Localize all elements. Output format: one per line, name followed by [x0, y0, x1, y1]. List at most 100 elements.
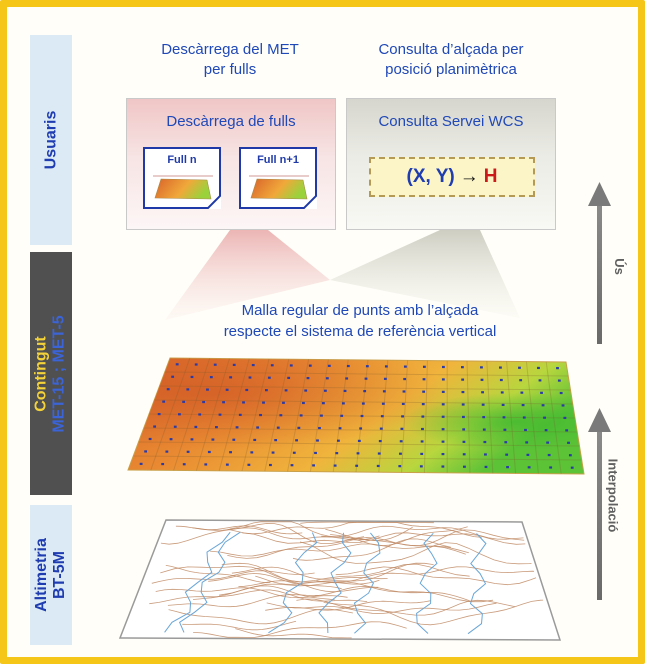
grid-point [186, 450, 190, 453]
grid-point [213, 363, 217, 366]
wcs-card-title: Consulta Servei WCS [378, 113, 524, 130]
grid-point [422, 365, 426, 368]
grid-point [206, 388, 209, 391]
contour-line [221, 562, 434, 583]
wcs-query-box: (X, Y) → H [369, 157, 535, 197]
stream-line [178, 531, 241, 633]
contour-line [160, 523, 365, 545]
grid-point [463, 465, 466, 468]
stream-lines [164, 531, 487, 635]
grid-point [541, 404, 545, 407]
grid-point [302, 401, 305, 405]
grid-point [251, 363, 255, 367]
grid-line [287, 359, 310, 472]
contour-line [296, 598, 515, 616]
grid-point [403, 377, 407, 381]
grid-point [175, 363, 179, 366]
grid-point [462, 453, 466, 456]
grid-point [161, 462, 165, 466]
grid-caption-line2: respecte el sistema de referència vertic… [223, 323, 497, 340]
grid-point [537, 366, 540, 370]
grid-line [401, 360, 409, 473]
grid-point [567, 441, 570, 444]
contour-line [208, 573, 342, 590]
grid-point [522, 416, 526, 419]
grid-point [247, 463, 251, 466]
contour-line [227, 521, 434, 535]
grid-point [441, 378, 445, 381]
grid-point [235, 426, 239, 429]
grid-line [173, 358, 211, 471]
arrow-interpolation-label: Interpolació [605, 458, 621, 533]
grid-point [287, 376, 291, 380]
grid-point [378, 439, 382, 443]
grid-point [482, 428, 486, 431]
grid-line [486, 361, 494, 474]
grid-point [279, 414, 283, 417]
grid-point [484, 465, 488, 469]
grid-point [306, 376, 310, 380]
grid-point [482, 416, 486, 419]
grid-point [297, 426, 301, 429]
contour-line [235, 628, 352, 639]
grid-point [561, 404, 565, 407]
grid-point [484, 453, 487, 456]
grid-point [420, 440, 424, 443]
grid-point [503, 428, 507, 431]
contour-line [323, 599, 544, 626]
grid-point [381, 402, 385, 405]
grid-point [420, 452, 424, 456]
grid-point [248, 376, 252, 379]
contour-line [299, 541, 532, 565]
grid-point [462, 440, 466, 443]
contour-line [335, 566, 537, 586]
grid-point [190, 375, 194, 379]
grid-point [295, 439, 298, 442]
sheet-thumbnail-icon [153, 175, 213, 200]
page-curl-icon [303, 195, 317, 209]
page-curl-icon [207, 195, 221, 209]
grid-point [144, 450, 148, 453]
grid-point [461, 366, 464, 369]
grid-point [538, 379, 542, 382]
contour-line [321, 525, 524, 540]
download-card-title: Descàrrega de fulls [166, 113, 296, 130]
grid-point [527, 466, 531, 469]
grid-point [505, 453, 509, 456]
grid-point [525, 441, 529, 444]
arrow-use-label: Ús [611, 258, 627, 275]
grid-point [190, 438, 194, 441]
grid-point [182, 463, 186, 466]
grid-point [546, 441, 550, 444]
contour-line [151, 570, 315, 584]
grid-point [441, 415, 445, 418]
grid-point [441, 440, 445, 443]
grid-point [242, 401, 245, 404]
grid-point [325, 377, 329, 380]
sheet-thumbnail-icon [249, 175, 309, 200]
grid-point [363, 390, 367, 393]
grid-point [382, 390, 386, 393]
contour-map [118, 519, 562, 641]
wcs-arrow-icon: → [459, 166, 479, 187]
elevation-grid-surface [127, 357, 585, 475]
grid-point [543, 416, 546, 419]
grid-point [380, 415, 384, 418]
grid-point [256, 426, 260, 429]
grid-line [525, 361, 539, 474]
grid-point [204, 463, 208, 466]
grid-point [499, 378, 503, 382]
grid-point [563, 416, 567, 420]
grid-point [520, 391, 524, 394]
contour-line [229, 521, 413, 541]
grid-line [241, 358, 270, 472]
grid-point [422, 378, 426, 381]
grid-point [441, 452, 445, 456]
grid-line [506, 361, 517, 474]
grid-point [419, 465, 423, 468]
grid-point [153, 425, 157, 428]
stream-line [268, 532, 318, 634]
grid-point [186, 388, 190, 391]
contour-line [209, 543, 469, 557]
download-card: Descàrrega de fulls Full n Full n+1 [126, 98, 336, 230]
